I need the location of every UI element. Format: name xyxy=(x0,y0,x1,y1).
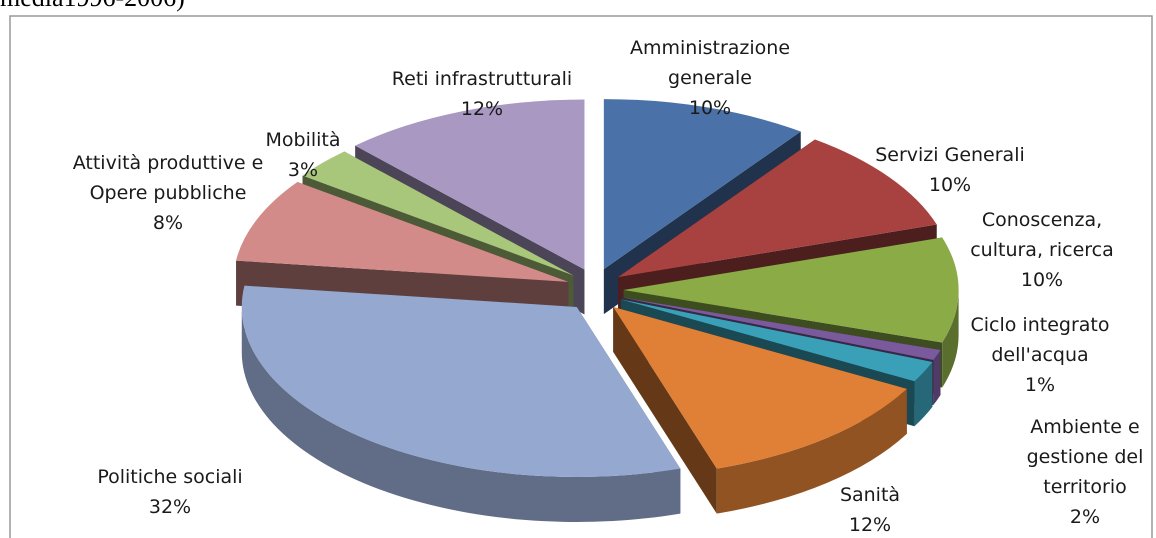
slice-wall xyxy=(942,290,959,388)
data-label: Sanità 12% xyxy=(810,480,930,538)
slice-wall xyxy=(914,361,933,427)
slice xyxy=(603,99,801,270)
value-label: 3% xyxy=(287,159,319,181)
slice xyxy=(623,237,959,343)
slice xyxy=(620,299,933,382)
slice-side xyxy=(613,306,717,514)
category-label: Conoscenza, cultura, ricerca xyxy=(970,209,1114,261)
data-label: Politiche sociali 32% xyxy=(70,462,270,522)
value-label: 8% xyxy=(152,212,184,234)
category-label: Politiche sociali xyxy=(97,466,243,488)
value-label: 32% xyxy=(148,496,192,518)
slice xyxy=(618,139,937,278)
category-label: Mobilità xyxy=(265,129,341,151)
category-label: Servizi Generali xyxy=(875,144,1025,166)
slice xyxy=(355,99,585,270)
value-label: 10% xyxy=(928,174,972,196)
category-label: Amministrazione generale xyxy=(629,37,791,89)
data-label: Conoscenza, cultura, ricerca 10% xyxy=(962,205,1122,295)
data-label: Ciclo integrato dell'acqua 1% xyxy=(965,310,1115,400)
slice xyxy=(621,297,941,361)
value-label: 10% xyxy=(1020,269,1064,291)
slice xyxy=(236,181,569,282)
value-label: 10% xyxy=(688,97,732,119)
data-label: Reti infrastrutturali 12% xyxy=(362,64,602,124)
value-label: 12% xyxy=(848,514,892,536)
data-label: Ambiente e gestione del territorio 2% xyxy=(1020,412,1150,532)
data-label: Servizi Generali 10% xyxy=(840,140,1060,200)
value-label: 12% xyxy=(460,98,504,120)
value-label: 1% xyxy=(1024,374,1056,396)
data-label: Attività produttive e Opere pubbliche 8% xyxy=(63,148,273,238)
data-label: Amministrazione generale 10% xyxy=(620,33,800,123)
slice xyxy=(241,285,681,477)
slice xyxy=(613,306,907,469)
category-label: Ambiente e gestione del territorio xyxy=(1026,416,1144,498)
category-label: Sanità xyxy=(839,484,901,506)
chart-frame xyxy=(9,15,1153,538)
slice-wall xyxy=(933,349,941,406)
category-label: Attività produttive e Opere pubbliche xyxy=(72,152,264,204)
category-label: Ciclo integrato dell'acqua xyxy=(970,314,1110,366)
slice-wall xyxy=(716,388,907,514)
slice xyxy=(302,151,574,276)
slice-wall xyxy=(241,306,681,522)
data-label: Mobilità 3% xyxy=(243,125,363,185)
category-label: Reti infrastrutturali xyxy=(391,68,573,90)
cut-caption: media1996-2006) xyxy=(0,0,185,13)
value-label: 2% xyxy=(1069,506,1101,528)
